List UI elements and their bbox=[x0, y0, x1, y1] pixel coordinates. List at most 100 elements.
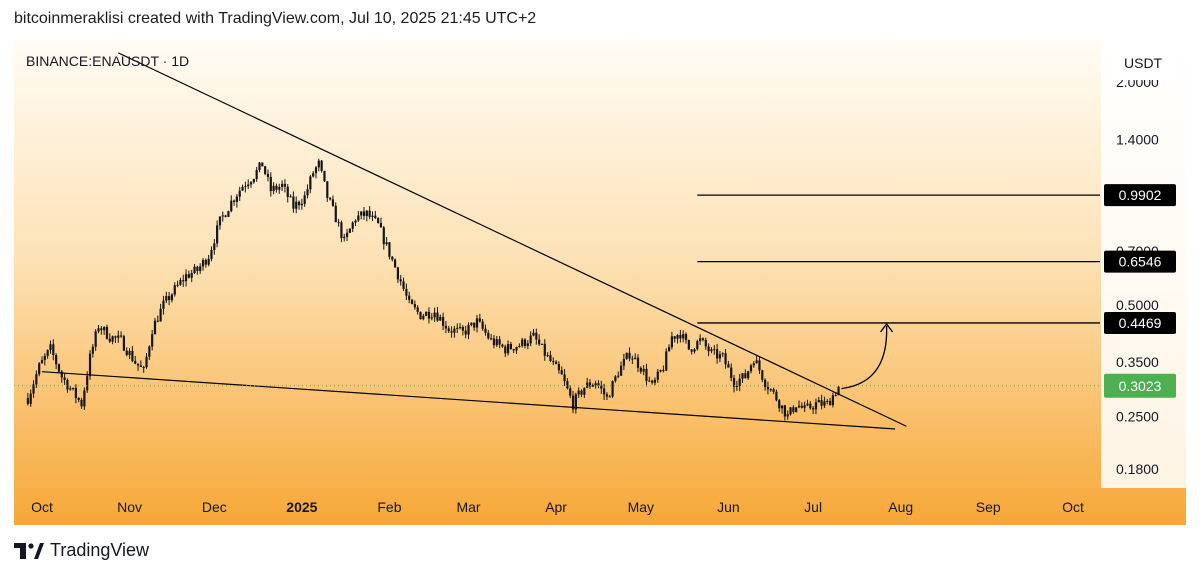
x-tick-label: Jul bbox=[804, 499, 822, 515]
candle-body bbox=[153, 320, 157, 335]
support-trendline[interactable] bbox=[41, 371, 896, 430]
candle-body bbox=[145, 356, 148, 368]
candle-body bbox=[368, 210, 371, 217]
y-tick-label: 0.3500 bbox=[1116, 354, 1159, 370]
candle-body bbox=[783, 405, 786, 417]
candle-body bbox=[828, 400, 832, 406]
candle-body bbox=[94, 331, 97, 347]
candle-body bbox=[755, 360, 758, 364]
candle-body bbox=[721, 353, 724, 355]
candle-body bbox=[26, 398, 29, 404]
candle-body bbox=[795, 407, 798, 412]
candle-body bbox=[549, 355, 552, 362]
candle-body bbox=[354, 220, 357, 223]
resistance-trendline[interactable] bbox=[118, 52, 907, 427]
candle-body bbox=[410, 299, 414, 305]
candle-body bbox=[634, 357, 637, 360]
candle-body bbox=[495, 339, 498, 346]
candle-body bbox=[535, 332, 538, 340]
candle-body bbox=[577, 390, 580, 395]
candle-body bbox=[538, 339, 541, 345]
candle-body bbox=[396, 267, 400, 280]
candle-body bbox=[826, 400, 829, 402]
candle-body bbox=[701, 338, 705, 340]
candle-body bbox=[128, 350, 131, 356]
candle-body bbox=[687, 339, 690, 350]
candle-body bbox=[179, 280, 182, 285]
candle-body bbox=[91, 346, 94, 354]
candle-body bbox=[374, 215, 377, 219]
candle-body bbox=[478, 318, 481, 322]
candle-body bbox=[244, 186, 247, 188]
candle-body bbox=[309, 176, 312, 190]
candle-body bbox=[490, 338, 493, 340]
candle-body bbox=[207, 258, 210, 265]
candle-body bbox=[343, 236, 346, 239]
candle-body bbox=[515, 347, 518, 351]
candle-body bbox=[159, 308, 162, 322]
candle-body bbox=[306, 189, 309, 196]
candle-body bbox=[320, 160, 323, 171]
candle-body bbox=[345, 232, 349, 237]
candle-body bbox=[676, 334, 679, 339]
candle-body bbox=[213, 243, 216, 251]
x-tick-label: Mar bbox=[456, 499, 480, 515]
projection-arrow[interactable] bbox=[841, 325, 888, 390]
candle-body bbox=[761, 370, 764, 380]
candle-body bbox=[603, 388, 606, 395]
candle-body bbox=[605, 394, 609, 397]
candle-body bbox=[402, 281, 405, 289]
candle-body bbox=[168, 296, 171, 301]
candle-body bbox=[32, 384, 35, 394]
candle-body bbox=[139, 365, 142, 367]
candle-body bbox=[136, 363, 140, 366]
footer-brand-label: TradingView bbox=[50, 540, 150, 560]
candle-body bbox=[413, 304, 416, 308]
candle-body bbox=[812, 408, 815, 410]
candle-body bbox=[554, 361, 558, 365]
candle-body bbox=[600, 385, 603, 389]
candle-body bbox=[38, 363, 41, 375]
candle-body bbox=[247, 184, 250, 187]
x-tick-label: Nov bbox=[117, 499, 142, 515]
candle-body bbox=[560, 370, 563, 375]
candle-body bbox=[289, 196, 292, 198]
y-tick-label: 0.1800 bbox=[1116, 461, 1159, 477]
candle-body bbox=[806, 403, 809, 406]
candle-body bbox=[100, 328, 103, 331]
candle-body bbox=[388, 242, 391, 257]
candle-body bbox=[636, 357, 640, 368]
candle-body bbox=[266, 173, 270, 177]
candle-body bbox=[764, 379, 767, 387]
candle-body bbox=[673, 336, 676, 339]
candle-body bbox=[252, 179, 255, 183]
candle-body bbox=[142, 366, 145, 368]
candle-body bbox=[218, 216, 222, 226]
candle-body bbox=[365, 210, 368, 217]
candle-body bbox=[77, 398, 80, 400]
candle-body bbox=[439, 316, 442, 321]
candle-body bbox=[653, 379, 657, 383]
candle-body bbox=[29, 393, 32, 404]
candle-body bbox=[300, 203, 303, 206]
candle-body bbox=[419, 311, 422, 320]
x-tick-label: Feb bbox=[377, 499, 401, 515]
candle-body bbox=[521, 339, 524, 346]
current-price-badge bbox=[1104, 373, 1176, 398]
candle-body bbox=[501, 344, 504, 347]
tradingview-logo-icon bbox=[14, 542, 44, 559]
x-tick-label: Sep bbox=[976, 499, 1001, 515]
candle-body bbox=[131, 350, 134, 361]
candle-body bbox=[60, 371, 63, 378]
candle-body bbox=[809, 403, 812, 409]
candle-body bbox=[49, 344, 52, 351]
candle-body bbox=[724, 353, 727, 365]
candle-body bbox=[467, 324, 470, 335]
candle-body bbox=[546, 355, 549, 357]
candle-body bbox=[608, 396, 611, 398]
candle-body bbox=[258, 162, 261, 170]
candle-body bbox=[696, 341, 699, 350]
candle-body bbox=[484, 328, 487, 333]
candle-body bbox=[523, 339, 527, 346]
